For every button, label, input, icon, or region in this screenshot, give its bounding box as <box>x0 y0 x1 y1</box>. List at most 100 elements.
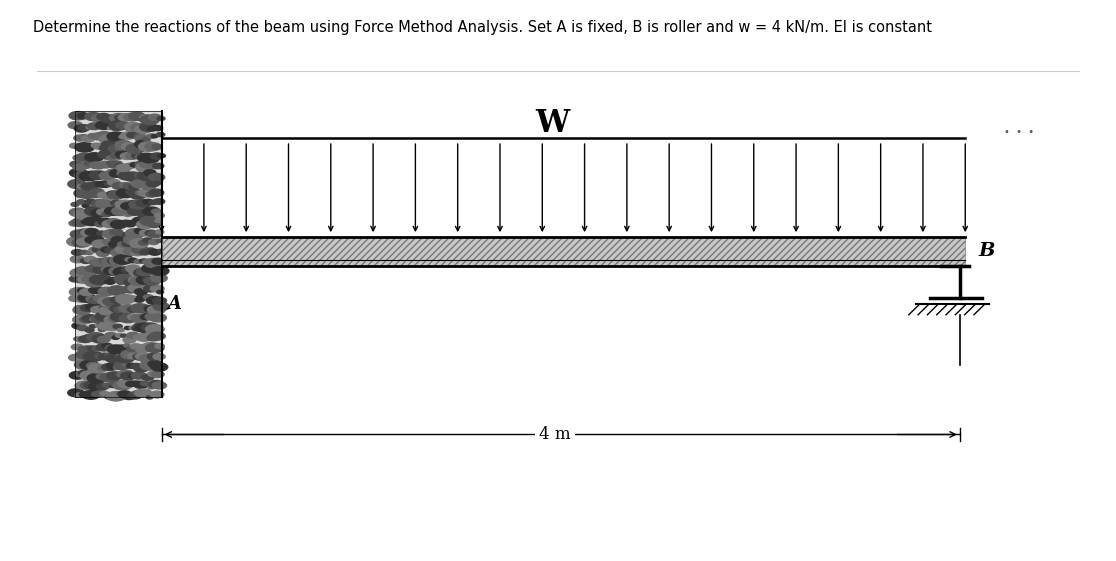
Circle shape <box>144 259 163 268</box>
Circle shape <box>92 346 102 351</box>
Circle shape <box>92 335 109 343</box>
Circle shape <box>125 257 133 261</box>
Circle shape <box>99 135 117 144</box>
Circle shape <box>132 249 144 256</box>
Circle shape <box>135 298 144 302</box>
Circle shape <box>99 289 109 295</box>
Circle shape <box>97 209 109 215</box>
Circle shape <box>105 354 124 363</box>
Circle shape <box>102 364 116 371</box>
Circle shape <box>118 172 134 180</box>
Circle shape <box>94 295 107 302</box>
Circle shape <box>116 151 131 158</box>
Circle shape <box>77 238 93 246</box>
Circle shape <box>136 154 145 159</box>
Circle shape <box>137 153 155 162</box>
Circle shape <box>126 381 136 387</box>
Circle shape <box>98 307 115 315</box>
Circle shape <box>142 286 148 289</box>
Circle shape <box>131 364 142 369</box>
Circle shape <box>128 200 147 209</box>
Circle shape <box>70 269 87 277</box>
Circle shape <box>106 363 121 370</box>
Circle shape <box>138 188 155 197</box>
Circle shape <box>116 122 131 129</box>
Circle shape <box>154 213 164 218</box>
Circle shape <box>131 314 148 323</box>
Circle shape <box>152 144 162 149</box>
Circle shape <box>122 143 137 150</box>
Circle shape <box>73 306 92 315</box>
Circle shape <box>77 200 86 204</box>
Circle shape <box>138 118 146 121</box>
Circle shape <box>78 347 87 351</box>
Circle shape <box>135 172 148 179</box>
Circle shape <box>151 153 163 159</box>
Circle shape <box>86 217 103 226</box>
Circle shape <box>119 314 137 323</box>
Circle shape <box>114 211 122 215</box>
Circle shape <box>131 144 145 150</box>
Circle shape <box>89 188 104 196</box>
Circle shape <box>99 145 114 151</box>
Circle shape <box>83 352 100 360</box>
Circle shape <box>135 190 145 195</box>
Circle shape <box>124 213 132 217</box>
Circle shape <box>95 390 107 397</box>
Circle shape <box>83 390 99 399</box>
Circle shape <box>108 145 124 153</box>
Circle shape <box>99 172 106 174</box>
Circle shape <box>122 241 134 247</box>
Circle shape <box>115 245 132 253</box>
Circle shape <box>115 114 129 121</box>
Circle shape <box>103 229 121 238</box>
Circle shape <box>147 385 155 389</box>
Circle shape <box>147 248 155 252</box>
Circle shape <box>152 258 164 264</box>
Circle shape <box>148 222 161 228</box>
Circle shape <box>90 287 105 294</box>
Circle shape <box>76 296 88 302</box>
Circle shape <box>115 200 134 209</box>
Circle shape <box>126 232 135 236</box>
Circle shape <box>125 327 131 330</box>
Circle shape <box>96 324 103 328</box>
Circle shape <box>96 266 112 274</box>
Circle shape <box>118 114 133 121</box>
Circle shape <box>127 307 138 312</box>
Circle shape <box>115 164 123 167</box>
Circle shape <box>89 162 104 169</box>
Circle shape <box>121 350 140 359</box>
Circle shape <box>115 141 132 149</box>
Circle shape <box>69 220 80 226</box>
Circle shape <box>93 267 105 273</box>
Circle shape <box>127 347 136 351</box>
Text: W: W <box>536 108 569 139</box>
Circle shape <box>140 361 160 370</box>
Circle shape <box>74 135 86 141</box>
Circle shape <box>157 154 165 158</box>
Circle shape <box>142 184 148 187</box>
Circle shape <box>144 285 157 292</box>
Circle shape <box>86 189 103 197</box>
Circle shape <box>73 318 80 322</box>
Circle shape <box>148 361 163 367</box>
Circle shape <box>74 210 94 219</box>
Circle shape <box>156 239 163 242</box>
Circle shape <box>108 121 128 130</box>
Circle shape <box>112 336 119 339</box>
Circle shape <box>145 230 156 236</box>
Circle shape <box>85 113 102 121</box>
Circle shape <box>110 200 121 205</box>
Circle shape <box>114 365 122 370</box>
Circle shape <box>109 305 125 312</box>
Circle shape <box>95 164 104 169</box>
Circle shape <box>116 295 135 304</box>
Circle shape <box>99 306 106 310</box>
Circle shape <box>85 278 104 287</box>
Circle shape <box>76 337 86 342</box>
Circle shape <box>109 229 123 235</box>
Circle shape <box>142 374 154 380</box>
Circle shape <box>124 344 131 347</box>
Circle shape <box>92 259 107 266</box>
